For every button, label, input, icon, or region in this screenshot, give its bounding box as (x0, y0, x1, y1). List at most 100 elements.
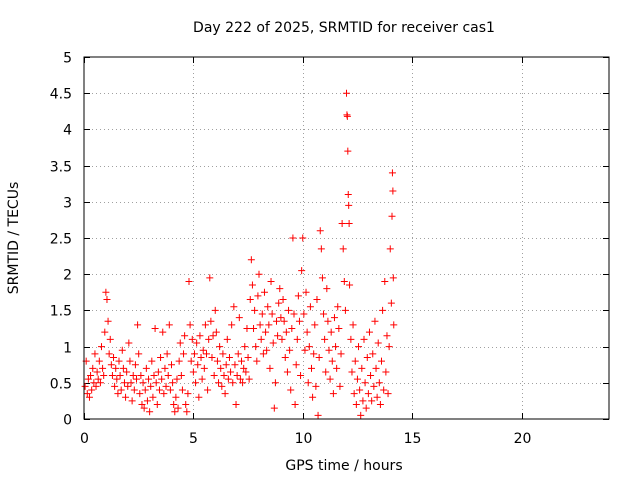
data-point (286, 346, 294, 354)
data-point (267, 277, 275, 285)
data-point (206, 274, 214, 282)
data-point (345, 220, 353, 228)
data-point (84, 375, 92, 383)
data-point (265, 321, 273, 329)
data-point (355, 343, 363, 351)
data-point (90, 379, 98, 387)
data-point (279, 296, 287, 304)
data-point (164, 372, 172, 380)
x-tick-label: 10 (295, 431, 313, 447)
data-point (213, 357, 221, 365)
data-point (218, 382, 226, 390)
data-point (372, 364, 380, 372)
data-point (311, 321, 319, 329)
data-point (386, 245, 394, 253)
data-point (117, 386, 125, 394)
data-point (166, 386, 174, 394)
data-point (105, 350, 113, 358)
data-point (335, 325, 343, 332)
data-point (324, 317, 332, 325)
data-point (271, 379, 279, 387)
data-point (129, 372, 137, 380)
data-point (181, 332, 189, 340)
data-point (303, 328, 311, 336)
y-tick-label: 4.5 (50, 87, 72, 103)
data-point (182, 401, 190, 409)
data-point (81, 382, 89, 390)
data-point (359, 397, 367, 405)
data-point (160, 390, 168, 398)
data-point (177, 372, 185, 380)
data-point (118, 346, 126, 354)
chart-title: Day 222 of 2025, SRMTID for receiver cas… (193, 20, 495, 36)
x-axis-label: GPS time / hours (285, 458, 402, 474)
data-point (260, 288, 268, 296)
data-point (203, 350, 210, 358)
x-tick-label: 5 (189, 431, 198, 447)
data-point (314, 411, 322, 419)
data-point (228, 321, 236, 329)
data-point (169, 379, 177, 387)
data-point (236, 375, 244, 383)
data-point (172, 393, 180, 401)
data-point (205, 335, 213, 343)
data-point (337, 350, 345, 358)
data-point (112, 364, 120, 372)
data-point (146, 408, 154, 416)
data-point (280, 317, 288, 325)
data-point (323, 285, 331, 293)
data-point (305, 343, 313, 351)
data-point (269, 339, 277, 347)
data-point (130, 386, 138, 394)
data-point (233, 372, 241, 380)
data-point (350, 390, 358, 398)
data-point (349, 321, 357, 329)
y-axis-label: SRMTID / TECUs (6, 182, 22, 295)
y-tick-label: 1 (63, 341, 72, 357)
data-point (170, 401, 178, 409)
data-point (301, 346, 309, 354)
data-point (318, 274, 326, 282)
data-point (120, 379, 128, 387)
data-point (108, 372, 116, 380)
data-point (113, 375, 121, 383)
data-point (103, 296, 111, 304)
data-point (216, 343, 224, 351)
data-point (161, 364, 169, 372)
data-point (242, 368, 250, 376)
data-point (138, 401, 146, 409)
data-point (225, 353, 233, 361)
data-point (116, 372, 124, 380)
data-point (347, 335, 355, 343)
data-point (371, 317, 379, 325)
data-point (219, 350, 227, 358)
data-point (293, 335, 301, 343)
data-point (281, 353, 289, 361)
data-point (174, 404, 182, 412)
data-point (380, 386, 388, 394)
data-point (247, 256, 255, 264)
data-point (389, 187, 397, 195)
data-point (332, 343, 340, 351)
data-point (111, 382, 119, 390)
data-point (128, 397, 136, 405)
data-point (362, 404, 370, 412)
data-point (173, 375, 181, 383)
data-point (273, 317, 280, 325)
data-point (339, 245, 347, 253)
data-point (259, 350, 267, 358)
data-point (131, 361, 139, 369)
data-point (194, 361, 202, 369)
data-point (317, 245, 325, 253)
data-point (263, 346, 271, 354)
data-point (92, 382, 100, 390)
data-point (190, 350, 198, 358)
data-point (184, 390, 192, 398)
data-point (124, 382, 132, 390)
data-point (91, 350, 99, 358)
data-point (344, 191, 352, 199)
data-points (81, 89, 398, 419)
data-point (348, 368, 356, 376)
data-point (250, 325, 258, 332)
